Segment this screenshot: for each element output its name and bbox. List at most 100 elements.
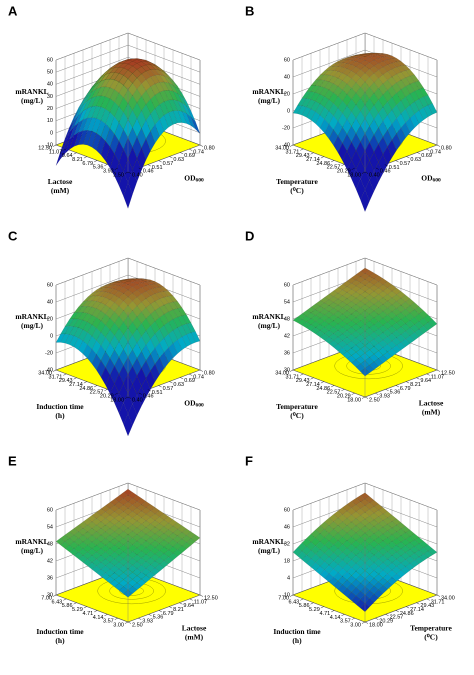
x-tick-mark <box>138 167 142 170</box>
z-axis-title: (mg/L) <box>258 321 281 330</box>
x-tick-mark <box>169 381 173 384</box>
z-tick-label: 0 <box>287 108 290 114</box>
y-axis-title: Induction time <box>36 402 84 411</box>
z-tick-label: 20 <box>284 91 290 97</box>
x-tick-mark <box>426 373 430 376</box>
x-tick-label: 0.63 <box>410 157 421 163</box>
y-tick-mark <box>320 156 324 159</box>
y-tick-mark <box>351 392 355 395</box>
z-tick-label: 18 <box>284 558 290 564</box>
panel: C-40-20020406034.0031.7129.4327.1424.862… <box>8 228 215 437</box>
y-tick-mark <box>361 171 366 174</box>
x-tick-label: 5.36 <box>153 615 164 621</box>
y-tick-mark <box>351 617 355 620</box>
y-tick-label: 3.93 <box>103 169 114 175</box>
x-tick-mark <box>189 373 193 376</box>
z-tick-label: 42 <box>284 333 290 339</box>
y-tick-mark <box>104 389 108 391</box>
x-tick-mark <box>148 614 152 616</box>
y-tick-mark <box>104 614 108 616</box>
y-tick-label: 5.86 <box>299 603 310 609</box>
y-tick-mark <box>289 594 294 597</box>
x-tick-label: 0.57 <box>163 386 174 392</box>
x-tick-label: 3.93 <box>142 619 153 625</box>
x-tick-mark <box>199 369 204 372</box>
x-tick-label: 24.86 <box>400 611 414 617</box>
y-tick-label: 5.29 <box>309 607 320 613</box>
z-tick-label: 36 <box>284 350 290 356</box>
y-tick-label: 20.29 <box>337 394 351 400</box>
z-tick-label: 48 <box>47 541 53 547</box>
x-axis-title: Temperature <box>410 623 452 632</box>
x-tick-label: 0.57 <box>400 161 411 167</box>
y-tick-label: 2.50 <box>113 172 124 178</box>
z-tick-label: 32 <box>284 541 290 547</box>
y-tick-label: 20.29 <box>100 394 114 400</box>
z-tick-label: 0 <box>50 130 53 136</box>
x-axis-title: (⁰C) <box>424 632 438 641</box>
z-tick-label: 0 <box>50 333 53 339</box>
y-tick-label: 34.00 <box>275 370 289 376</box>
y-tick-mark <box>310 602 314 605</box>
z-grid-line <box>55 32 201 61</box>
y-tick-mark <box>73 602 77 605</box>
x-tick-label: 12.50 <box>441 370 455 376</box>
x-tick-label: 0.69 <box>421 153 432 159</box>
z-tick-label: 60 <box>284 57 290 63</box>
y-axis-title: Temperature <box>276 177 318 186</box>
x-tick-mark <box>180 377 184 380</box>
y-tick-mark <box>331 385 335 388</box>
x-tick-label: 34.00 <box>441 595 455 601</box>
x-tick-mark <box>199 594 204 597</box>
y-tick-label: 27.14 <box>306 382 320 388</box>
z-tick-label: 54 <box>47 524 53 530</box>
y-tick-mark <box>300 148 304 151</box>
y-tick-mark <box>341 614 345 616</box>
y-axis-title: Lactose <box>48 177 73 186</box>
x-tick-label: 0.40 <box>132 397 143 403</box>
y-tick-label: 4.71 <box>83 611 94 617</box>
y-tick-mark <box>124 621 129 624</box>
y-tick-mark <box>361 621 366 624</box>
y-tick-label: 18.00 <box>347 397 361 403</box>
x-axis-title-text: Lactose <box>419 398 444 407</box>
x-axis-title-text: (⁰C) <box>424 632 438 641</box>
panel: E 30 36 42 48 54 60 7.006.435.865.294.714.143.5… <box>8 453 218 645</box>
x-axis-title: (mM) <box>422 407 441 416</box>
x-tick-mark <box>375 392 379 395</box>
surface-patch <box>123 181 133 209</box>
x-tick-mark <box>385 389 389 391</box>
y-tick-mark <box>320 606 324 609</box>
y-axis-title: (h) <box>55 636 65 645</box>
x-tick-label: 12.50 <box>204 595 218 601</box>
x-tick-mark <box>436 144 441 147</box>
y-axis-title: Induction time <box>36 627 84 636</box>
x-tick-mark <box>436 594 441 597</box>
y-tick-mark <box>331 610 335 613</box>
x-tick-label: 0.40 <box>132 172 143 178</box>
x-tick-mark <box>436 369 441 372</box>
z-axis-title: (mg/L) <box>258 96 281 105</box>
z-tick-label: -20 <box>282 125 290 131</box>
y-tick-mark <box>114 617 118 620</box>
x-tick-label: 0.80 <box>204 145 215 151</box>
z-tick-label: 60 <box>284 282 290 288</box>
x-tick-label: 3.93 <box>379 394 390 400</box>
y-tick-mark <box>63 373 67 376</box>
x-tick-label: 0.69 <box>184 153 195 159</box>
x-axis-title-subscript: 600 <box>196 178 205 184</box>
z-tick-label: 30 <box>47 592 53 598</box>
x-tick-mark <box>384 164 388 167</box>
x-tick-label: 31.71 <box>431 599 445 605</box>
surface-patch <box>360 189 370 212</box>
y-tick-mark <box>94 385 98 388</box>
y-axis-title: (⁰C) <box>290 186 304 195</box>
z-tick-label: 48 <box>284 316 290 322</box>
x-axis-title-text: Lactose <box>182 623 207 632</box>
y-tick-label: 6.43 <box>52 599 63 605</box>
panel-label: D <box>245 228 254 243</box>
panel: B-40-20020406034.0031.7129.4327.1424.862… <box>245 3 452 212</box>
x-tick-label: 29.43 <box>420 603 434 609</box>
y-tick-label: 18.00 <box>110 397 124 403</box>
x-tick-mark <box>385 614 389 616</box>
